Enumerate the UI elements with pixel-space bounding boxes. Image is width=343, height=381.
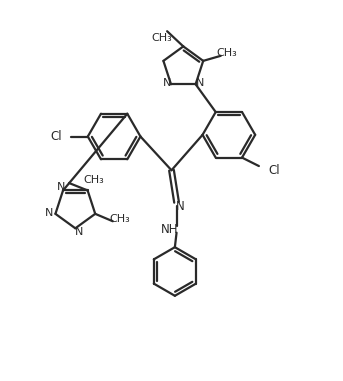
Text: CH₃: CH₃ (83, 174, 104, 185)
Text: CH₃: CH₃ (216, 48, 237, 58)
Text: N: N (45, 208, 54, 218)
Text: CH₃: CH₃ (109, 214, 130, 224)
Text: N: N (74, 227, 83, 237)
Text: NH: NH (161, 224, 178, 237)
Text: Cl: Cl (268, 164, 280, 177)
Text: Cl: Cl (50, 130, 62, 143)
Text: N: N (196, 78, 204, 88)
Text: N: N (57, 182, 66, 192)
Text: N: N (176, 200, 185, 213)
Text: N: N (163, 78, 171, 88)
Text: CH₃: CH₃ (152, 33, 173, 43)
